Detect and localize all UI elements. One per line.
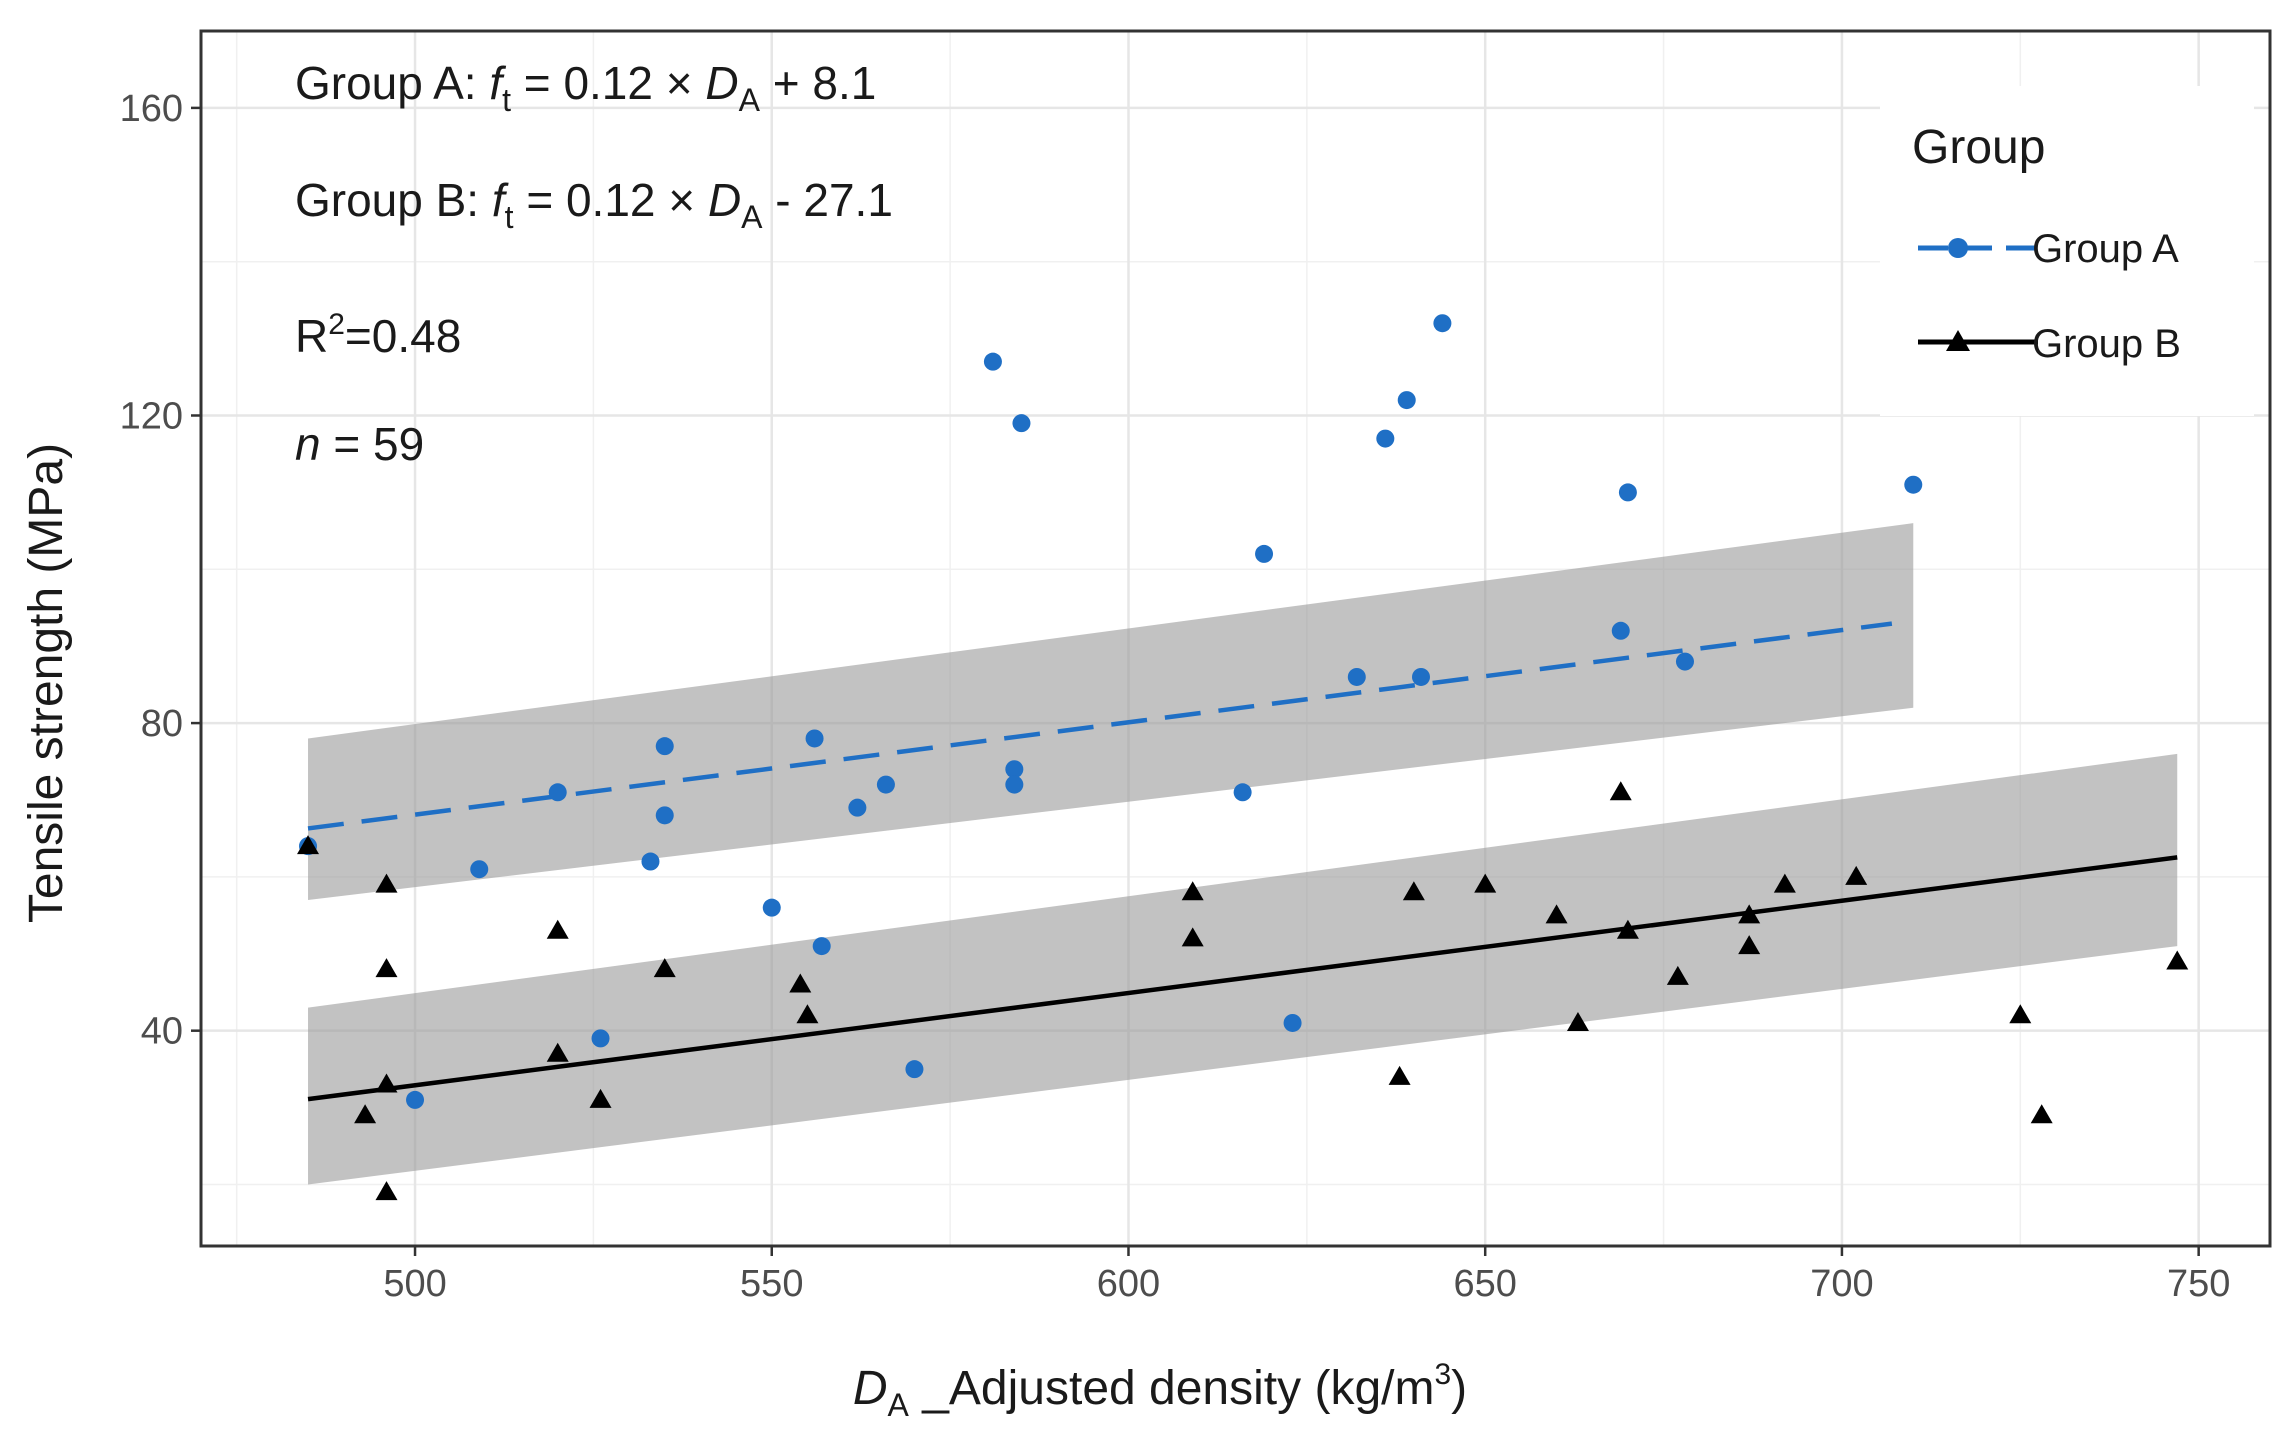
point-group-a: [1904, 475, 1923, 494]
fit-lines: [307, 621, 2178, 1102]
point-group-b: [653, 958, 676, 978]
point-group-a: [1005, 775, 1024, 794]
point-group-a: [805, 729, 824, 748]
fit-line-group-b: [307, 855, 2178, 1102]
axis-ticks: 500 550 600 650 700 750 40 80 120 160: [120, 88, 2231, 1305]
sample-size-annotation: n = 59: [295, 418, 424, 470]
point-group-b: [354, 1104, 377, 1124]
point-group-a: [905, 1060, 924, 1079]
point-group-b: [1666, 965, 1689, 985]
point-group-a: [812, 937, 831, 956]
point-group-a: [1397, 391, 1416, 410]
point-group-a: [1411, 667, 1430, 686]
point-group-b: [1738, 904, 1761, 924]
ci-band-group-b: [308, 753, 2178, 1185]
point-group-a: [762, 898, 781, 917]
point-group-b: [2166, 950, 2189, 970]
point-group-a: [655, 806, 674, 825]
legend: Group Group A Group B: [1880, 86, 2254, 416]
point-group-a: [876, 775, 895, 794]
point-group-a: [1611, 621, 1630, 640]
point-group-b: [1181, 881, 1204, 901]
point-group-b: [375, 958, 398, 978]
legend-key-group-a-marker: [1948, 238, 1968, 258]
point-group-a: [1376, 429, 1395, 448]
point-group-b: [1388, 1065, 1411, 1085]
point-group-b: [589, 1088, 612, 1108]
point-group-a: [1618, 483, 1637, 502]
point-group-b: [546, 1042, 569, 1062]
point-group-b: [297, 835, 320, 855]
point-group-b: [1616, 919, 1639, 939]
point-group-a: [1283, 1013, 1302, 1032]
point-group-b: [1402, 881, 1425, 901]
point-group-b: [2030, 1104, 2053, 1124]
x-tick-label: 500: [383, 1263, 446, 1305]
point-group-a: [983, 352, 1002, 371]
legend-label-group-b: Group B: [2032, 322, 2181, 366]
x-tick-label: 650: [1454, 1263, 1517, 1305]
point-group-a: [848, 798, 867, 817]
legend-key-group-b-marker: [1946, 330, 1970, 351]
y-tick-label: 40: [141, 1011, 183, 1053]
point-group-a: [591, 1029, 610, 1048]
ci-band-group-a: [308, 523, 1914, 900]
point-group-b: [1181, 927, 1204, 947]
point-group-a: [655, 737, 674, 756]
point-group-b: [375, 873, 398, 893]
x-tick-label: 550: [740, 1263, 803, 1305]
fit-line-group-a: [307, 621, 1893, 831]
point-group-a: [1255, 544, 1274, 563]
point-group-b: [1738, 935, 1761, 955]
point-group-a: [548, 783, 567, 802]
data-points: [297, 314, 2189, 1201]
point-group-b: [1845, 865, 1868, 885]
point-group-a: [1005, 760, 1024, 779]
point-group-b: [375, 1181, 398, 1201]
point-group-b: [1773, 873, 1796, 893]
equation-group-a: Group A: ft = 0.12 × DA + 8.1: [295, 57, 876, 118]
point-group-b: [789, 973, 812, 993]
point-group-b: [2009, 1004, 2032, 1024]
point-group-a: [1433, 314, 1452, 333]
point-group-b: [796, 1004, 819, 1024]
point-group-a: [1347, 667, 1366, 686]
point-group-b: [1566, 1011, 1589, 1031]
x-tick-label: 700: [1810, 1263, 1873, 1305]
point-group-a: [1012, 414, 1031, 433]
y-tick-label: 120: [120, 395, 183, 437]
equation-group-b: Group B: ft = 0.12 × DA - 27.1: [295, 174, 893, 235]
point-group-b: [1609, 781, 1632, 801]
panel-border: [199, 29, 2272, 1248]
y-tick-label: 80: [141, 703, 183, 745]
point-group-b: [1545, 904, 1568, 924]
y-tick-label: 160: [120, 88, 183, 130]
x-tick-label: 600: [1097, 1263, 1160, 1305]
point-group-b: [1474, 873, 1497, 893]
r-squared-annotation: R2=0.48: [295, 308, 461, 362]
point-group-a: [1675, 652, 1694, 671]
point-group-a: [1233, 783, 1252, 802]
point-group-a: [406, 1090, 425, 1109]
legend-label-group-a: Group A: [2032, 227, 2179, 271]
point-group-b: [546, 919, 569, 939]
confidence-bands: [308, 523, 2178, 1185]
point-group-a: [470, 860, 489, 879]
y-axis-title: Tensile strength (MPa): [20, 443, 73, 923]
x-tick-label: 750: [2167, 1263, 2230, 1305]
x-axis-title: DA _Adjusted density (kg/m3): [853, 1358, 1467, 1423]
legend-title: Group: [1912, 121, 2045, 174]
point-group-b: [375, 1073, 398, 1093]
point-group-a: [641, 852, 660, 871]
